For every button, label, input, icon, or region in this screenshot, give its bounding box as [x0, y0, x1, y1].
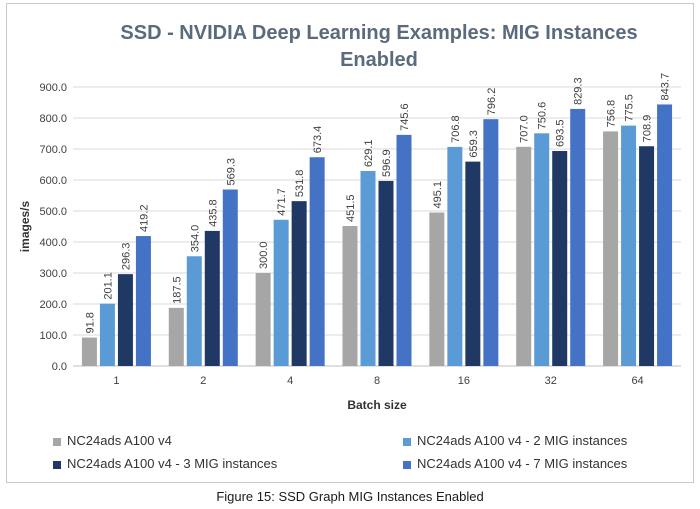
data-label: 796.2 [486, 88, 498, 116]
legend-label-series-3: NC24ads A100 v4 - 3 MIG instances [67, 456, 278, 471]
bar [465, 161, 481, 366]
bar [273, 219, 289, 366]
legend-item-series-4: NC24ads A100 v4 - 7 MIG instances [403, 456, 627, 471]
chart-title-line-2: Enabled [340, 49, 418, 71]
data-label: 775.5 [624, 94, 636, 122]
data-label: 659.3 [468, 130, 480, 158]
chart: SSD - NVIDIA Deep Learning Examples: MIG… [18, 22, 681, 412]
bar [360, 170, 376, 366]
bar [135, 236, 151, 366]
data-label: 569.3 [225, 158, 237, 186]
data-label: 829.3 [573, 77, 585, 105]
y-tick-label: 700.0 [39, 144, 67, 156]
chart-frame: SSD - NVIDIA Deep Learning Examples: MIG… [6, 3, 694, 483]
bar [222, 189, 238, 366]
x-tick-label: 1 [113, 375, 119, 387]
bar [342, 226, 358, 366]
bar [117, 274, 133, 366]
bar [99, 303, 115, 366]
data-label: 471.7 [276, 188, 288, 216]
data-label: 596.9 [381, 149, 393, 177]
bar [168, 307, 184, 366]
bar [447, 146, 463, 366]
legend-swatch-series-3 [53, 460, 61, 469]
x-tick-label: 2 [200, 375, 206, 387]
data-label: 707.0 [519, 115, 531, 143]
bar [639, 146, 655, 366]
data-label: 419.2 [138, 205, 150, 233]
bar [534, 133, 550, 366]
x-axis-label: Batch size [347, 398, 407, 412]
y-tick-label: 500.0 [39, 206, 67, 218]
data-label: 843.7 [660, 73, 672, 101]
bar [657, 104, 673, 366]
bar [255, 273, 271, 366]
y-tick-label: 400.0 [39, 237, 67, 249]
legend-swatch-series-2 [403, 437, 411, 446]
bar [621, 125, 637, 366]
legend-item-series-2: NC24ads A100 v4 - 2 MIG instances [403, 433, 627, 448]
figure-caption: Figure 15: SSD Graph MIG Instances Enabl… [216, 489, 484, 504]
bar [396, 134, 412, 366]
data-label: 300.0 [258, 241, 270, 269]
legend-item-series-3: NC24ads A100 v4 - 3 MIG instances [53, 456, 277, 471]
bar [204, 230, 220, 366]
legend-label-series-4: NC24ads A100 v4 - 7 MIG instances [417, 456, 628, 471]
data-label: 296.3 [120, 243, 132, 271]
data-label: 531.8 [294, 170, 306, 198]
bar [378, 180, 394, 366]
bar [429, 212, 445, 366]
data-label: 354.0 [189, 225, 201, 253]
data-label: 495.1 [432, 181, 444, 209]
bar [186, 256, 202, 366]
data-label: 745.6 [399, 103, 411, 131]
data-label: 91.8 [84, 312, 96, 333]
legend-label-series-2: NC24ads A100 v4 - 2 MIG instances [417, 433, 628, 448]
data-label: 750.6 [537, 102, 549, 130]
chart-title-line-1: SSD - NVIDIA Deep Learning Examples: MIG… [120, 22, 637, 44]
x-tick-label: 32 [545, 375, 557, 387]
x-tick-label: 16 [458, 375, 470, 387]
bar [552, 151, 568, 366]
data-label: 201.1 [102, 272, 114, 300]
data-label: 187.5 [171, 276, 183, 304]
x-tick-label: 64 [631, 375, 643, 387]
bar [291, 201, 307, 366]
bar [570, 108, 586, 367]
y-tick-label: 900.0 [39, 82, 67, 94]
y-axis-label: images/s [18, 200, 32, 252]
x-tick-label: 4 [287, 375, 293, 387]
legend-swatch-series-4 [403, 460, 411, 469]
data-label: 629.1 [363, 139, 375, 167]
y-tick-label: 0.0 [52, 361, 67, 373]
y-tick-label: 800.0 [39, 113, 67, 125]
data-label: 673.4 [312, 126, 324, 154]
data-label: 706.8 [450, 115, 462, 143]
data-label: 756.8 [606, 100, 618, 128]
y-tick-label: 100.0 [39, 330, 67, 342]
data-label: 435.8 [207, 199, 219, 227]
data-label: 451.5 [345, 195, 357, 223]
bar [603, 131, 619, 366]
bar [81, 337, 97, 366]
bar [516, 146, 532, 366]
data-label: 708.9 [642, 115, 654, 143]
legend-label-series-1: NC24ads A100 v4 [67, 433, 172, 448]
legend-item-series-1: NC24ads A100 v4 [53, 433, 172, 448]
y-tick-label: 200.0 [39, 299, 67, 311]
x-tick-label: 8 [374, 375, 380, 387]
data-label: 693.5 [555, 119, 567, 147]
bar [309, 157, 325, 366]
legend-swatch-series-1 [53, 437, 61, 446]
bar [483, 119, 499, 366]
y-tick-label: 600.0 [39, 175, 67, 187]
y-tick-label: 300.0 [39, 268, 67, 280]
